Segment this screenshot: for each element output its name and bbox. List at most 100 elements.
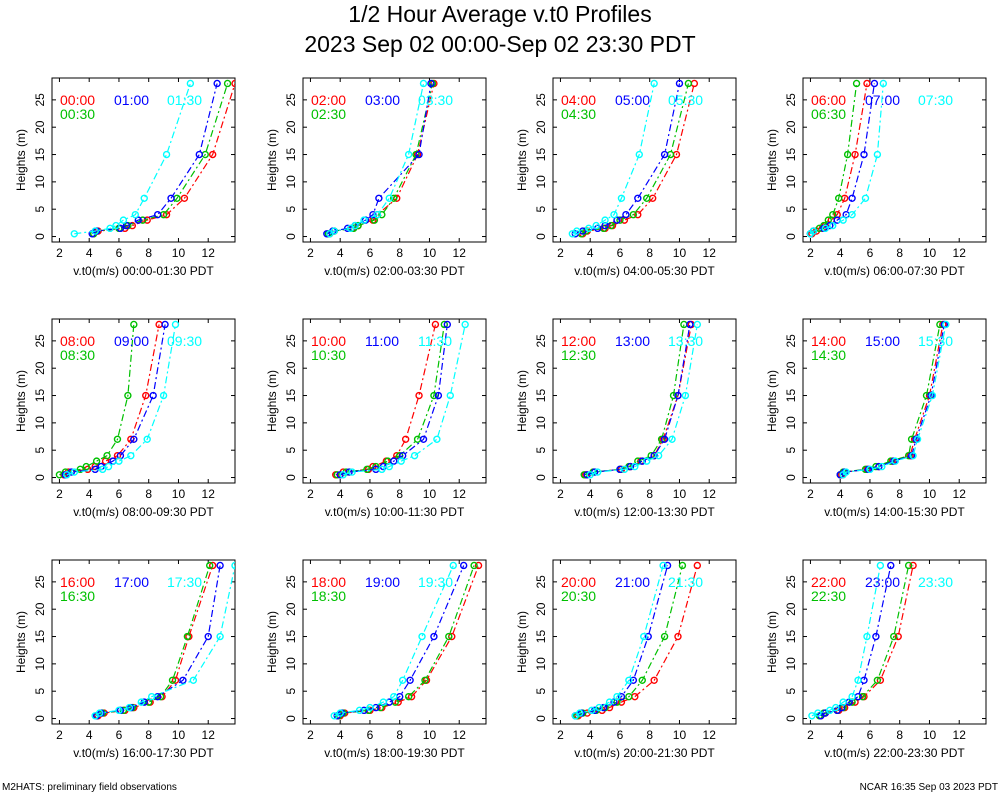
data-point	[195, 150, 203, 159]
data-point	[430, 391, 438, 400]
y-tick-label: 20	[784, 602, 798, 616]
y-tick-label: 15	[534, 148, 548, 162]
legend-entry: 11:30	[418, 333, 452, 349]
y-tick-label: 25	[33, 334, 47, 348]
data-point	[592, 221, 600, 230]
data-point	[398, 676, 407, 684]
y-axis-label: Heights (m)	[265, 370, 279, 432]
data-point	[390, 194, 398, 202]
data-point	[124, 391, 132, 400]
x-tick-label: 2	[307, 487, 314, 501]
data-point	[835, 194, 843, 202]
panel-frame	[302, 559, 487, 725]
data-point	[360, 216, 368, 224]
x-tick-label: 8	[396, 487, 403, 501]
data-point	[629, 210, 638, 219]
data-point	[863, 79, 871, 88]
data-point	[419, 435, 428, 443]
legend-entry: 08:00	[60, 333, 95, 349]
data-point	[440, 320, 449, 329]
x-tick-label: 10	[423, 728, 437, 742]
x-tick-label: 12	[202, 246, 216, 260]
y-tick-label: 15	[534, 389, 548, 403]
series-line-15:00	[839, 324, 945, 476]
x-tick-label: 10	[673, 487, 687, 501]
series-line-00:00	[93, 83, 235, 235]
legend-entry: 16:00	[60, 574, 95, 590]
data-point	[904, 561, 913, 570]
legend-entry: 06:00	[811, 92, 846, 108]
data-point	[643, 457, 651, 465]
data-point	[674, 391, 682, 400]
data-point	[842, 468, 850, 476]
data-point	[119, 216, 128, 224]
data-point	[373, 210, 382, 219]
data-point	[339, 471, 347, 479]
series-line-23:00	[820, 565, 892, 717]
legend-entry: 14:00	[811, 333, 846, 349]
y-axis-label: Heights (m)	[765, 129, 779, 191]
data-point	[379, 698, 388, 706]
y-tick-label: 5	[784, 688, 798, 695]
data-point	[330, 227, 338, 235]
legend-entry: 16:30	[60, 588, 95, 604]
legend-entry: 05:30	[668, 92, 703, 108]
y-axis-label: Heights (m)	[14, 129, 28, 191]
legend-entry: 03:30	[418, 92, 453, 108]
data-point	[851, 150, 859, 159]
series-line-01:00	[91, 83, 218, 235]
x-axis-label: v.t0(m/s) 00:00-01:30 PDT	[73, 264, 214, 278]
data-point	[95, 709, 104, 717]
x-tick-label: 12	[453, 487, 467, 501]
data-point	[231, 561, 235, 570]
data-point	[660, 150, 669, 159]
legend-entry: 04:00	[561, 92, 596, 108]
x-axis-label: v.t0(m/s) 14:00-15:30 PDT	[824, 505, 965, 519]
y-tick-label: 15	[33, 630, 47, 644]
data-point	[634, 194, 642, 202]
data-point	[216, 561, 224, 570]
data-point	[70, 468, 79, 476]
data-point	[153, 210, 162, 219]
y-tick-label: 5	[534, 688, 548, 695]
data-point	[890, 632, 898, 641]
legend-entry: 23:30	[918, 574, 953, 590]
data-point	[231, 79, 235, 88]
data-point	[668, 435, 676, 443]
series-line-10:30	[337, 324, 445, 476]
data-point	[626, 462, 635, 471]
data-point	[638, 676, 646, 684]
legend-entry: 10:00	[311, 333, 346, 349]
y-axis-label: Heights (m)	[765, 370, 779, 432]
data-point	[613, 216, 621, 224]
legend-entry: 12:00	[561, 333, 596, 349]
y-tick-label: 0	[784, 474, 798, 481]
data-point	[474, 561, 483, 570]
series-line-09:00	[65, 324, 166, 476]
data-point	[171, 320, 180, 329]
y-tick-label: 15	[33, 389, 47, 403]
y-tick-label: 10	[534, 416, 548, 430]
panel-frame	[51, 559, 236, 725]
data-point	[82, 462, 90, 471]
y-axis-label: Heights (m)	[515, 129, 529, 191]
x-tick-label: 2	[307, 728, 314, 742]
data-point	[660, 435, 669, 443]
x-tick-label: 10	[423, 487, 437, 501]
data-point	[143, 216, 151, 224]
y-tick-label: 0	[284, 233, 298, 240]
data-point	[330, 712, 338, 720]
legend-entry: 13:30	[668, 333, 703, 349]
series-line-05:30	[571, 83, 655, 235]
data-point	[848, 194, 856, 202]
y-tick-label: 25	[784, 334, 798, 348]
x-axis-label: v.t0(m/s) 02:00-03:30 PDT	[324, 264, 465, 278]
y-tick-label: 10	[784, 175, 798, 189]
data-point	[130, 320, 138, 329]
x-tick-label: 4	[837, 728, 844, 742]
x-tick-label: 8	[396, 246, 403, 260]
data-point	[433, 435, 441, 443]
x-axis-label: v.t0(m/s) 08:00-09:30 PDT	[73, 505, 214, 519]
legend-entry: 07:00	[865, 92, 900, 108]
